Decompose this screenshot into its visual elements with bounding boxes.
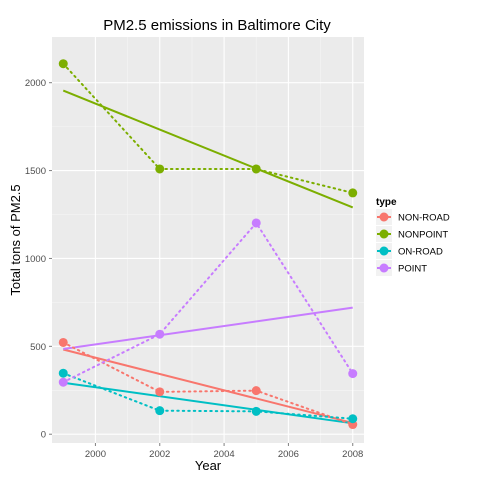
trend-line-on-road: [63, 381, 353, 425]
x-axis-label: Year: [195, 458, 222, 473]
data-point-on-road: [58, 368, 68, 378]
chart-title: PM2.5 emissions in Baltimore City: [103, 17, 331, 34]
x-tick-label: 2000: [85, 449, 106, 460]
data-point-non-road: [155, 387, 165, 397]
data-point-nonpoint: [58, 59, 68, 69]
legend-label-nonpoint: NONPOINT: [398, 230, 448, 241]
legend: type NON-ROAD NONPOINT ON-ROAD POINT: [376, 197, 450, 276]
series-line-non-road: [62, 341, 354, 426]
legend-key-point: [379, 246, 389, 256]
data-point-nonpoint: [155, 164, 165, 174]
y-tick-label: 1000: [25, 254, 46, 265]
data-point-point: [58, 377, 68, 387]
data-point-non-road: [58, 337, 68, 347]
trend-line-point: [63, 306, 353, 350]
data-point-on-road: [155, 406, 165, 416]
data-point-non-road: [251, 386, 261, 396]
y-axis-ticks: 0 500 1000 1500 2000: [25, 78, 52, 441]
series-line-on-road: [62, 372, 354, 420]
legend-key-point: [379, 263, 389, 273]
data-point-on-road: [348, 414, 358, 424]
y-tick-label: 2000: [25, 78, 46, 89]
series-points: [58, 59, 358, 430]
x-tick-label: 2006: [278, 449, 299, 460]
x-axis-ticks: 2000 2002 2004 2006 2008: [85, 443, 363, 460]
y-axis-label: Total tons of PM2.5: [8, 184, 23, 295]
legend-label-on-road: ON-ROAD: [398, 247, 443, 258]
x-tick-label: 2004: [214, 449, 235, 460]
y-tick-label: 0: [41, 430, 46, 441]
data-point-point: [348, 369, 358, 379]
plot-panel: [52, 37, 364, 443]
legend-items: NON-ROAD NONPOINT ON-ROAD POINT: [376, 209, 450, 276]
data-point-point: [251, 218, 261, 228]
legend-title: type: [376, 197, 397, 208]
data-point-nonpoint: [251, 164, 261, 174]
series-lines: [62, 62, 354, 426]
data-point-on-road: [251, 406, 261, 416]
data-point-nonpoint: [348, 188, 358, 198]
legend-label-point: POINT: [398, 264, 427, 275]
x-tick-label: 2002: [149, 449, 170, 460]
series-line-nonpoint: [62, 62, 354, 194]
legend-key-point: [379, 229, 389, 239]
x-tick-label: 2008: [342, 449, 363, 460]
legend-label-non-road: NON-ROAD: [398, 213, 450, 224]
trend-lines: [62, 89, 354, 425]
trend-line-non-road: [63, 348, 353, 424]
y-tick-label: 1500: [25, 166, 46, 177]
data-point-point: [155, 329, 165, 339]
trend-line-nonpoint: [62, 89, 354, 209]
legend-key-point: [379, 212, 389, 222]
y-tick-label: 500: [30, 342, 46, 353]
series-line-point: [62, 221, 354, 384]
